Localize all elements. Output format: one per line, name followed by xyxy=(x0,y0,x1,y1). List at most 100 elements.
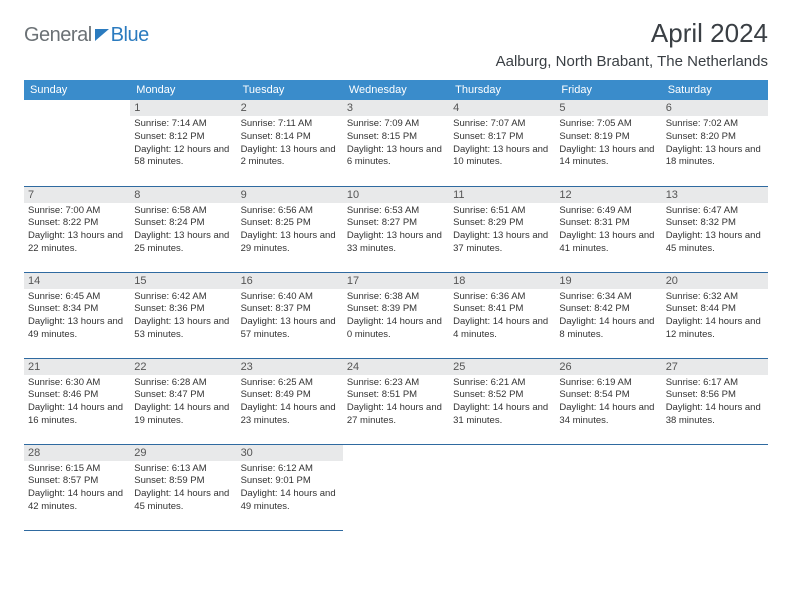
day-details: Sunrise: 6:42 AMSunset: 8:36 PMDaylight:… xyxy=(134,291,232,342)
day-details: Sunrise: 6:38 AMSunset: 8:39 PMDaylight:… xyxy=(347,291,445,342)
day-number: 30 xyxy=(237,445,343,461)
calendar-empty-cell xyxy=(555,444,661,530)
day-details: Sunrise: 6:28 AMSunset: 8:47 PMDaylight:… xyxy=(134,377,232,428)
day-number: 13 xyxy=(662,187,768,203)
day-number: 10 xyxy=(343,187,449,203)
day-details: Sunrise: 7:00 AMSunset: 8:22 PMDaylight:… xyxy=(28,205,126,256)
calendar-day-cell: 27 Sunrise: 6:17 AMSunset: 8:56 PMDayligh… xyxy=(662,358,768,444)
day-number: 16 xyxy=(237,273,343,289)
calendar-empty-cell xyxy=(662,444,768,530)
calendar-week-row: 28Sunrise: 6:15 AMSunset: 8:57 PMDayligh… xyxy=(24,444,768,530)
logo-text-blue: Blue xyxy=(111,24,149,47)
day-number: 27 xyxy=(662,359,768,375)
day-details: Sunrise: 7:09 AMSunset: 8:15 PMDaylight:… xyxy=(347,118,445,169)
calendar-day-cell: 23 Sunrise: 6:25 AMSunset: 8:49 PMDayligh… xyxy=(237,358,343,444)
day-header: Thursday xyxy=(449,80,555,100)
day-details: Sunrise: 6:56 AMSunset: 8:25 PMDaylight:… xyxy=(241,205,339,256)
day-details: Sunrise: 6:30 AMSunset: 8:46 PMDaylight:… xyxy=(28,377,126,428)
day-details: Sunrise: 7:11 AMSunset: 8:14 PMDaylight:… xyxy=(241,118,339,169)
calendar-day-cell: 17 Sunrise: 6:38 AMSunset: 8:39 PMDayligh… xyxy=(343,272,449,358)
calendar-table: SundayMondayTuesdayWednesdayThursdayFrid… xyxy=(24,80,768,531)
calendar-day-cell: 8 Sunrise: 6:58 AMSunset: 8:24 PMDaylight… xyxy=(130,186,236,272)
day-details: Sunrise: 7:07 AMSunset: 8:17 PMDaylight:… xyxy=(453,118,551,169)
day-details: Sunrise: 6:36 AMSunset: 8:41 PMDaylight:… xyxy=(453,291,551,342)
title-block: April 2024 Aalburg, North Brabant, The N… xyxy=(496,18,768,70)
calendar-day-cell: 18 Sunrise: 6:36 AMSunset: 8:41 PMDayligh… xyxy=(449,272,555,358)
day-number: 8 xyxy=(130,187,236,203)
logo: General Blue xyxy=(24,24,149,47)
day-number: 22 xyxy=(130,359,236,375)
day-number: 26 xyxy=(555,359,661,375)
day-details: Sunrise: 6:21 AMSunset: 8:52 PMDaylight:… xyxy=(453,377,551,428)
calendar-day-cell: 6Sunrise: 7:02 AMSunset: 8:20 PMDaylight… xyxy=(662,100,768,186)
day-details: Sunrise: 6:32 AMSunset: 8:44 PMDaylight:… xyxy=(666,291,764,342)
day-details: Sunrise: 6:25 AMSunset: 8:49 PMDaylight:… xyxy=(241,377,339,428)
logo-text-general: General xyxy=(24,24,92,47)
day-number: 24 xyxy=(343,359,449,375)
day-number: 5 xyxy=(555,100,661,116)
day-number: 7 xyxy=(24,187,130,203)
calendar-day-cell: 24 Sunrise: 6:23 AMSunset: 8:51 PMDayligh… xyxy=(343,358,449,444)
day-details: Sunrise: 6:47 AMSunset: 8:32 PMDaylight:… xyxy=(666,205,764,256)
calendar-day-cell: 21Sunrise: 6:30 AMSunset: 8:46 PMDayligh… xyxy=(24,358,130,444)
day-number: 12 xyxy=(555,187,661,203)
calendar-day-cell: 16 Sunrise: 6:40 AMSunset: 8:37 PMDayligh… xyxy=(237,272,343,358)
day-number-empty xyxy=(555,445,661,461)
calendar-day-cell: 1 Sunrise: 7:14 AMSunset: 8:12 PMDaylight… xyxy=(130,100,236,186)
day-number: 23 xyxy=(237,359,343,375)
day-details: Sunrise: 6:40 AMSunset: 8:37 PMDaylight:… xyxy=(241,291,339,342)
calendar-day-cell: 7 Sunrise: 7:00 AMSunset: 8:22 PMDaylight… xyxy=(24,186,130,272)
day-number: 2 xyxy=(237,100,343,116)
calendar-day-cell: 5Sunrise: 7:05 AMSunset: 8:19 PMDaylight… xyxy=(555,100,661,186)
calendar-empty-cell xyxy=(24,100,130,186)
calendar-header-row: SundayMondayTuesdayWednesdayThursdayFrid… xyxy=(24,80,768,100)
day-number: 11 xyxy=(449,187,555,203)
calendar-day-cell: 29 Sunrise: 6:13 AMSunset: 8:59 PMDayligh… xyxy=(130,444,236,530)
calendar-day-cell: 12Sunrise: 6:49 AMSunset: 8:31 PMDayligh… xyxy=(555,186,661,272)
calendar-empty-cell xyxy=(343,444,449,530)
calendar-day-cell: 14Sunrise: 6:45 AMSunset: 8:34 PMDayligh… xyxy=(24,272,130,358)
day-header: Saturday xyxy=(662,80,768,100)
day-details: Sunrise: 6:58 AMSunset: 8:24 PMDaylight:… xyxy=(134,205,232,256)
day-number: 19 xyxy=(555,273,661,289)
day-details: Sunrise: 6:15 AMSunset: 8:57 PMDaylight:… xyxy=(28,463,126,514)
calendar-day-cell: 19 Sunrise: 6:34 AMSunset: 8:42 PMDayligh… xyxy=(555,272,661,358)
day-details: Sunrise: 6:19 AMSunset: 8:54 PMDaylight:… xyxy=(559,377,657,428)
day-number: 20 xyxy=(662,273,768,289)
calendar-day-cell: 15 Sunrise: 6:42 AMSunset: 8:36 PMDayligh… xyxy=(130,272,236,358)
day-details: Sunrise: 6:34 AMSunset: 8:42 PMDaylight:… xyxy=(559,291,657,342)
day-details: Sunrise: 6:53 AMSunset: 8:27 PMDaylight:… xyxy=(347,205,445,256)
calendar-day-cell: 20 Sunrise: 6:32 AMSunset: 8:44 PMDayligh… xyxy=(662,272,768,358)
location-subtitle: Aalburg, North Brabant, The Netherlands xyxy=(496,53,768,70)
day-number: 15 xyxy=(130,273,236,289)
day-number: 4 xyxy=(449,100,555,116)
calendar-day-cell: 25 Sunrise: 6:21 AMSunset: 8:52 PMDayligh… xyxy=(449,358,555,444)
calendar-week-row: 14Sunrise: 6:45 AMSunset: 8:34 PMDayligh… xyxy=(24,272,768,358)
day-number: 17 xyxy=(343,273,449,289)
day-number-empty xyxy=(662,445,768,461)
day-number: 25 xyxy=(449,359,555,375)
day-number: 1 xyxy=(130,100,236,116)
day-header: Wednesday xyxy=(343,80,449,100)
day-number: 9 xyxy=(237,187,343,203)
calendar-day-cell: 9 Sunrise: 6:56 AMSunset: 8:25 PMDaylight… xyxy=(237,186,343,272)
calendar-week-row: 21Sunrise: 6:30 AMSunset: 8:46 PMDayligh… xyxy=(24,358,768,444)
calendar-day-cell: 4 Sunrise: 7:07 AMSunset: 8:17 PMDaylight… xyxy=(449,100,555,186)
calendar-day-cell: 3Sunrise: 7:09 AMSunset: 8:15 PMDaylight… xyxy=(343,100,449,186)
calendar-day-cell: 26 Sunrise: 6:19 AMSunset: 8:54 PMDayligh… xyxy=(555,358,661,444)
day-details: Sunrise: 7:14 AMSunset: 8:12 PMDaylight:… xyxy=(134,118,232,169)
calendar-empty-cell xyxy=(449,444,555,530)
calendar-week-row: 7 Sunrise: 7:00 AMSunset: 8:22 PMDaylight… xyxy=(24,186,768,272)
logo-triangle-icon xyxy=(95,29,109,41)
day-details: Sunrise: 6:45 AMSunset: 8:34 PMDaylight:… xyxy=(28,291,126,342)
day-details: Sunrise: 6:13 AMSunset: 8:59 PMDaylight:… xyxy=(134,463,232,514)
day-header: Friday xyxy=(555,80,661,100)
day-details: Sunrise: 6:23 AMSunset: 8:51 PMDaylight:… xyxy=(347,377,445,428)
calendar-day-cell: 2 Sunrise: 7:11 AMSunset: 8:14 PMDaylight… xyxy=(237,100,343,186)
day-number-empty xyxy=(24,100,130,116)
calendar-day-cell: 13 Sunrise: 6:47 AMSunset: 8:32 PMDayligh… xyxy=(662,186,768,272)
day-number: 29 xyxy=(130,445,236,461)
calendar-week-row: 1 Sunrise: 7:14 AMSunset: 8:12 PMDaylight… xyxy=(24,100,768,186)
day-number: 18 xyxy=(449,273,555,289)
day-details: Sunrise: 6:17 AMSunset: 8:56 PMDaylight:… xyxy=(666,377,764,428)
